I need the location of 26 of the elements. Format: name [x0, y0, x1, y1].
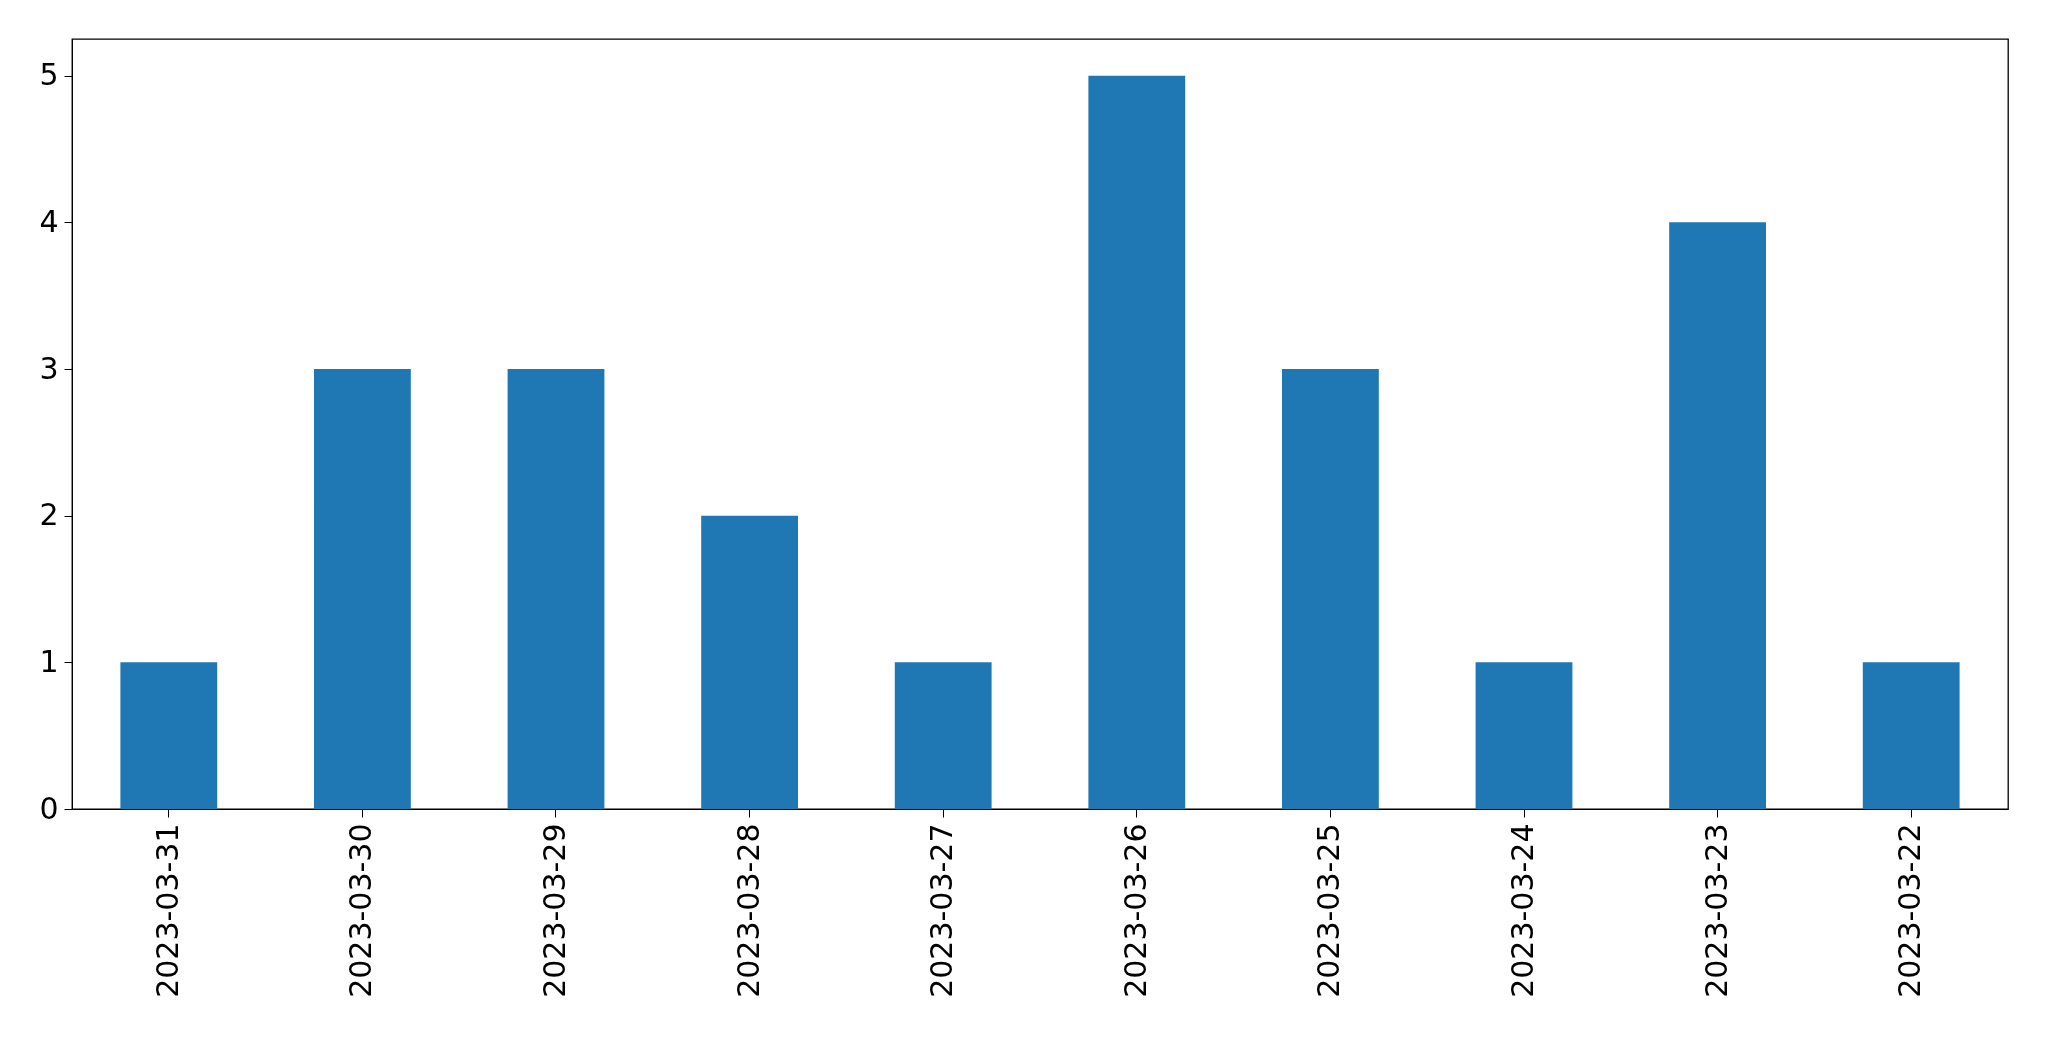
x-tick-label: 2023-03-22 — [1892, 823, 1928, 998]
x-tick-label: 2023-03-31 — [149, 823, 185, 998]
y-tick-label: 1 — [39, 643, 59, 679]
y-tick-label: 0 — [39, 790, 59, 826]
y-tick-label: 5 — [39, 57, 59, 93]
x-tick-label: 2023-03-30 — [343, 823, 379, 998]
bar — [1475, 662, 1573, 809]
x-tick-label: 2023-03-27 — [924, 823, 960, 998]
x-tick-label: 2023-03-24 — [1505, 823, 1540, 998]
x-tick-label: 2023-03-28 — [730, 823, 766, 998]
bar — [1862, 662, 1960, 809]
y-tick-label: 3 — [39, 350, 59, 386]
bar — [1669, 222, 1766, 809]
y-tick-label: 4 — [39, 203, 59, 239]
bar — [314, 369, 411, 809]
bar — [894, 662, 992, 809]
y-tick-label: 2 — [39, 497, 59, 533]
x-tick-label: 2023-03-25 — [1311, 823, 1347, 998]
bar — [701, 515, 798, 809]
x-tick-label: 2023-03-26 — [1117, 823, 1153, 998]
bar — [507, 369, 605, 809]
bar — [120, 662, 218, 809]
x-tick-label: 2023-03-29 — [537, 823, 572, 998]
bar — [1282, 369, 1379, 809]
x-tick-label: 2023-03-23 — [1698, 823, 1734, 998]
bar — [1088, 75, 1186, 809]
